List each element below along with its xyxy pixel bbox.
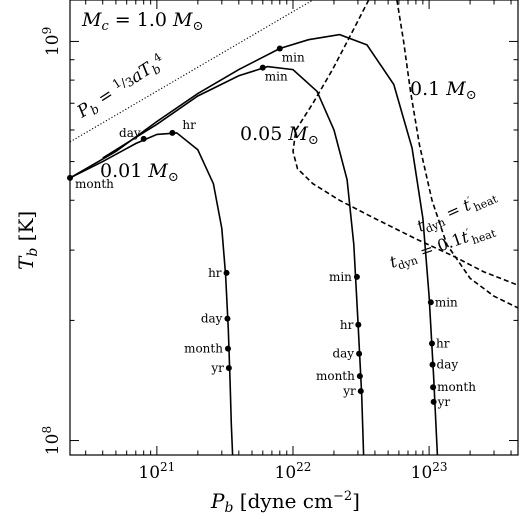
time-marker [430,398,437,405]
time-marker-label: min [265,70,288,84]
x-axis-label: Pb [dyne cm−2] [210,489,360,516]
radiation-pressure-line [70,0,314,143]
time-marker-label: month [184,342,223,356]
time-marker-label: day [201,312,223,326]
radiation-line-label: Pb = 1/3aTb4 [72,49,170,124]
time-marker [353,273,360,280]
core-mass-label: Mc = 1.0 M⊙ [81,9,203,34]
x-tick-label: 1022 [275,460,312,483]
time-marker [67,174,73,181]
time-marker-label: min [435,295,458,309]
time-marker [223,269,230,276]
time-marker [276,45,283,52]
time-marker [356,373,363,380]
time-marker-label: yr [437,395,451,409]
time-marker-label: month [437,380,476,394]
time-marker-label: day [437,358,459,372]
y-tick-label: 108 [40,426,63,455]
minor-ticks [70,0,518,455]
time-marker [225,364,232,371]
time-marker-label: hr [340,318,354,332]
time-marker [430,384,437,391]
time-marker-label: yr [342,384,356,398]
plot-frame [69,0,519,456]
time-marker [259,64,266,71]
labels: 1021 1022 1023108109monthdayhrhrdaymonthyr… [14,9,500,516]
timescale-curve-1 [292,0,518,286]
time-marker-label: month [316,369,355,383]
major-ticks [70,0,518,455]
x-tick-label: 1021 [138,460,175,483]
time-marker [140,135,147,142]
time-marker [224,315,231,322]
time-marker-label: min [329,270,352,284]
y-axis-label: Tb [K] [14,211,41,270]
time-marker [224,345,231,352]
series-line-2 [102,65,365,455]
y-tick-label: 109 [40,27,63,56]
timescale-curve-2 [396,0,518,309]
time-marker [169,129,176,136]
time-marker [428,340,435,347]
markers [67,45,437,405]
time-marker-label: day [119,126,141,140]
curves [70,0,518,455]
time-marker-label: yr [210,361,224,375]
series-name-label-1: 0.01 M⊙ [100,160,179,185]
series-line-3 [70,33,439,455]
time-marker [429,361,436,368]
time-marker [355,321,362,328]
time-marker-label: min [282,51,305,65]
time-marker-label: hr [208,266,222,280]
time-marker [356,350,363,357]
time-marker-label: month [75,177,114,191]
x-tick-label: 1023 [411,460,448,483]
time-marker-label: hr [182,118,196,132]
time-marker-label: hr [436,337,450,351]
series-name-label-3: 0.1 M⊙ [410,78,477,103]
time-marker-label: day [332,347,354,361]
series-name-label-2: 0.05 M⊙ [240,123,319,148]
time-marker [427,299,434,306]
time-marker [357,388,364,395]
series-line-1 [70,132,234,455]
